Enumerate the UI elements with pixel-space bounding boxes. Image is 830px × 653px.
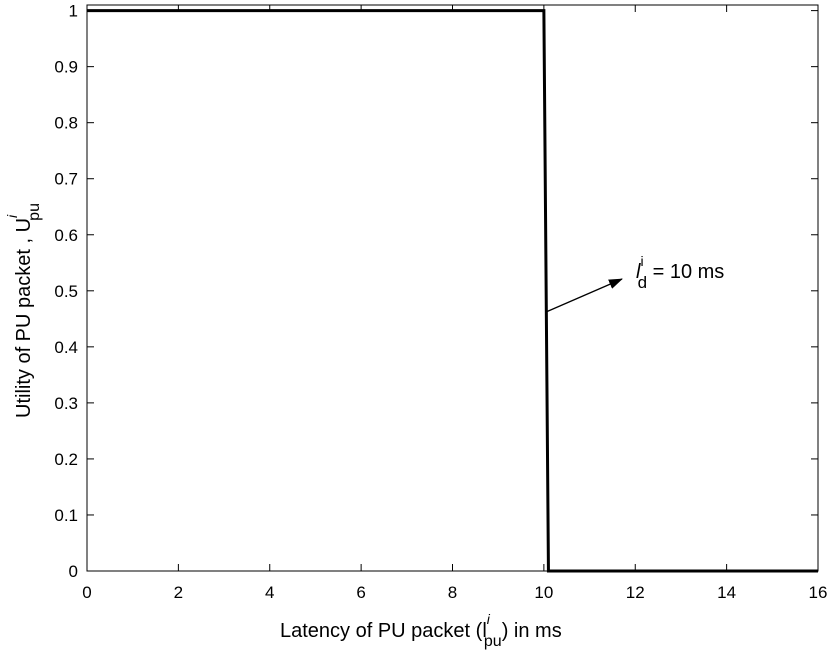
y-tick-label: 0.8	[54, 114, 78, 133]
annotation-tail: = 10 ms	[647, 261, 724, 283]
y-tick-label: 0.1	[54, 506, 78, 525]
x-tick-label: 8	[448, 583, 457, 602]
x-tick-label: 4	[265, 583, 274, 602]
x-tick-label: 10	[534, 583, 553, 602]
x-label-sup: i	[487, 611, 491, 627]
y-tick-label: 0.7	[54, 170, 78, 189]
series-line	[87, 9, 818, 573]
y-label-sup: i	[4, 214, 20, 218]
plot-frame	[86, 4, 819, 572]
annotation-sub: d	[638, 273, 647, 292]
x-axis-label: Latency of PU packet (li pu) in ms	[280, 611, 562, 650]
annotation-sup: i	[640, 253, 643, 269]
x-tick-label: 12	[626, 583, 645, 602]
annotation: li d = 10 ms	[636, 253, 724, 292]
x-label-main: Latency of PU packet (l	[280, 620, 487, 642]
y-tick-label: 1	[69, 2, 78, 21]
x-tick-label: 6	[356, 583, 365, 602]
annotation-arrow	[545, 278, 623, 313]
x-tick-label: 2	[174, 583, 183, 602]
x-label-sub: pu	[484, 633, 502, 650]
y-tick-label: 0.4	[54, 338, 78, 357]
x-tick-label: 16	[809, 583, 828, 602]
annotation-main: l	[636, 261, 641, 283]
y-tick-label: 0.3	[54, 394, 78, 413]
y-label-main: Utility of PU packet , U	[13, 218, 35, 418]
y-axis-label: Utility of PU packet , Ui pu	[4, 203, 43, 418]
y-tick-label: 0.5	[54, 282, 78, 301]
y-label-sub: pu	[26, 203, 43, 221]
y-tick-label: 0.6	[54, 226, 78, 245]
x-label-tail: ) in ms	[502, 620, 562, 642]
y-tick-label: 0.9	[54, 58, 78, 77]
y-tick-label: 0	[69, 562, 78, 581]
y-tick-label: 0.2	[54, 450, 78, 469]
x-tick-label: 0	[82, 583, 91, 602]
x-tick-label: 14	[717, 583, 736, 602]
